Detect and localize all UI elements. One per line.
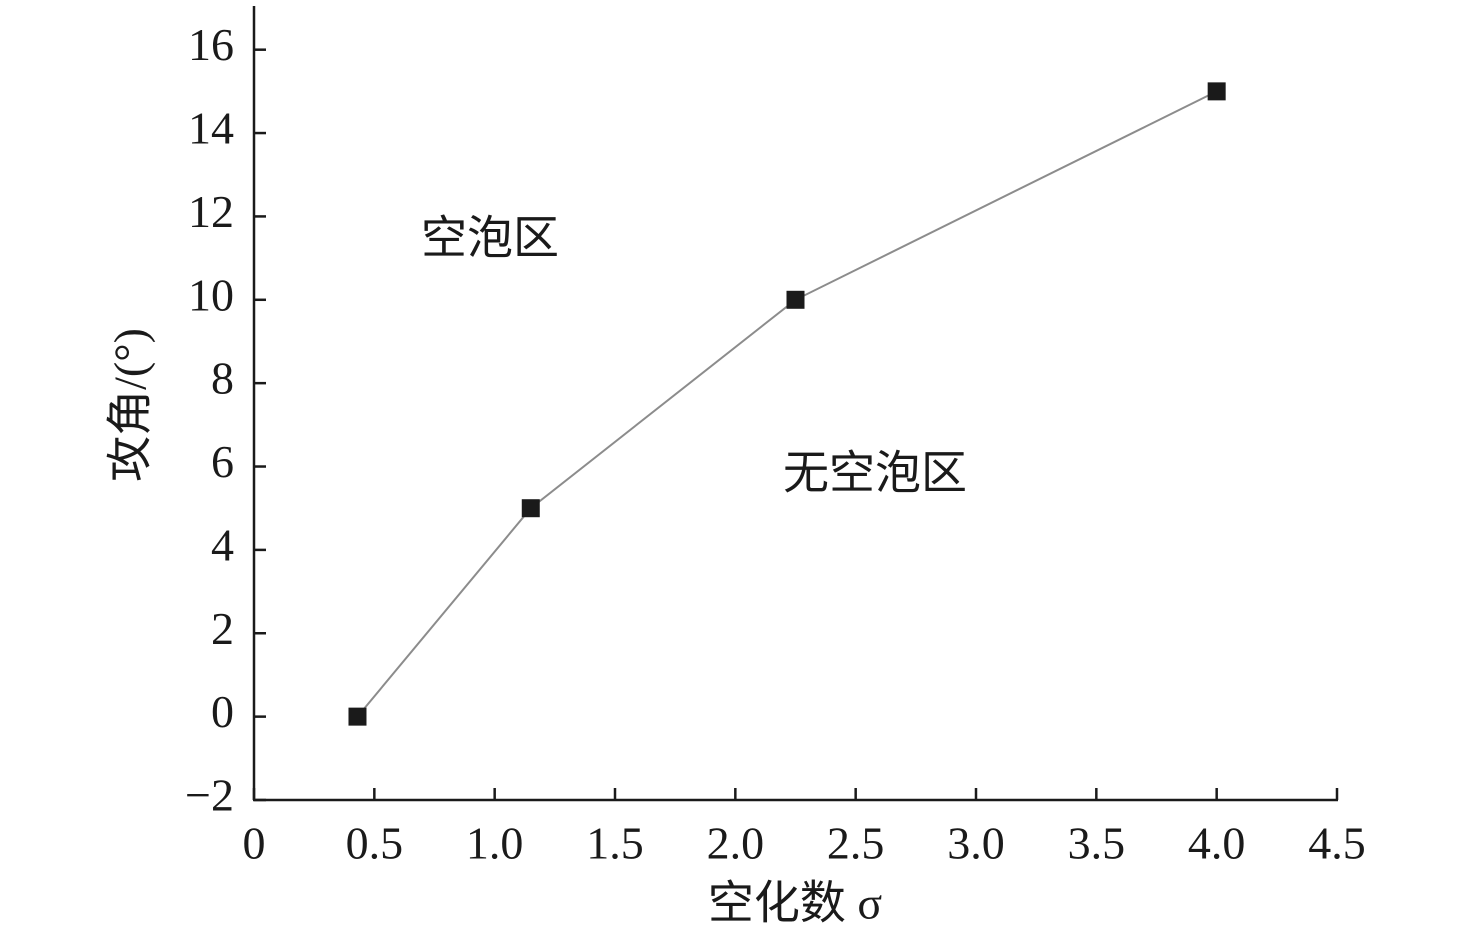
x-tick-label: 4.0 xyxy=(1188,818,1246,869)
x-tick-label: 1.0 xyxy=(466,818,524,869)
x-axis-label: 空化数 σ xyxy=(708,878,883,929)
y-tick-label: 14 xyxy=(188,103,234,154)
y-axis-label: 攻角/(°) xyxy=(105,328,156,482)
y-tick-label: 4 xyxy=(211,519,234,570)
x-tick-label: 2.5 xyxy=(827,818,885,869)
data-point xyxy=(521,499,540,518)
region-label: 无空泡区 xyxy=(783,448,967,499)
y-tick-label: 6 xyxy=(211,436,234,487)
x-tick-label: 4.5 xyxy=(1308,818,1366,869)
y-tick-label: 10 xyxy=(188,269,234,320)
x-tick-label: 1.5 xyxy=(586,818,644,869)
x-tick-label: 2.0 xyxy=(707,818,765,869)
y-tick-label: 16 xyxy=(188,19,234,70)
data-point xyxy=(1207,82,1226,101)
x-tick-label: 3.5 xyxy=(1068,818,1126,869)
region-label: 空泡区 xyxy=(421,213,559,264)
series-line xyxy=(356,90,1218,718)
x-tick-label: 0 xyxy=(243,818,266,869)
y-tick-label: 12 xyxy=(188,186,234,237)
data-point xyxy=(786,290,805,309)
data-point xyxy=(348,707,367,726)
y-tick-label: −2 xyxy=(185,770,234,821)
y-tick-label: 0 xyxy=(211,686,234,737)
x-tick-label: 3.0 xyxy=(947,818,1005,869)
x-tick-label: 0.5 xyxy=(346,818,404,869)
y-tick-label: 8 xyxy=(211,353,234,404)
y-tick-label: 2 xyxy=(211,603,234,654)
